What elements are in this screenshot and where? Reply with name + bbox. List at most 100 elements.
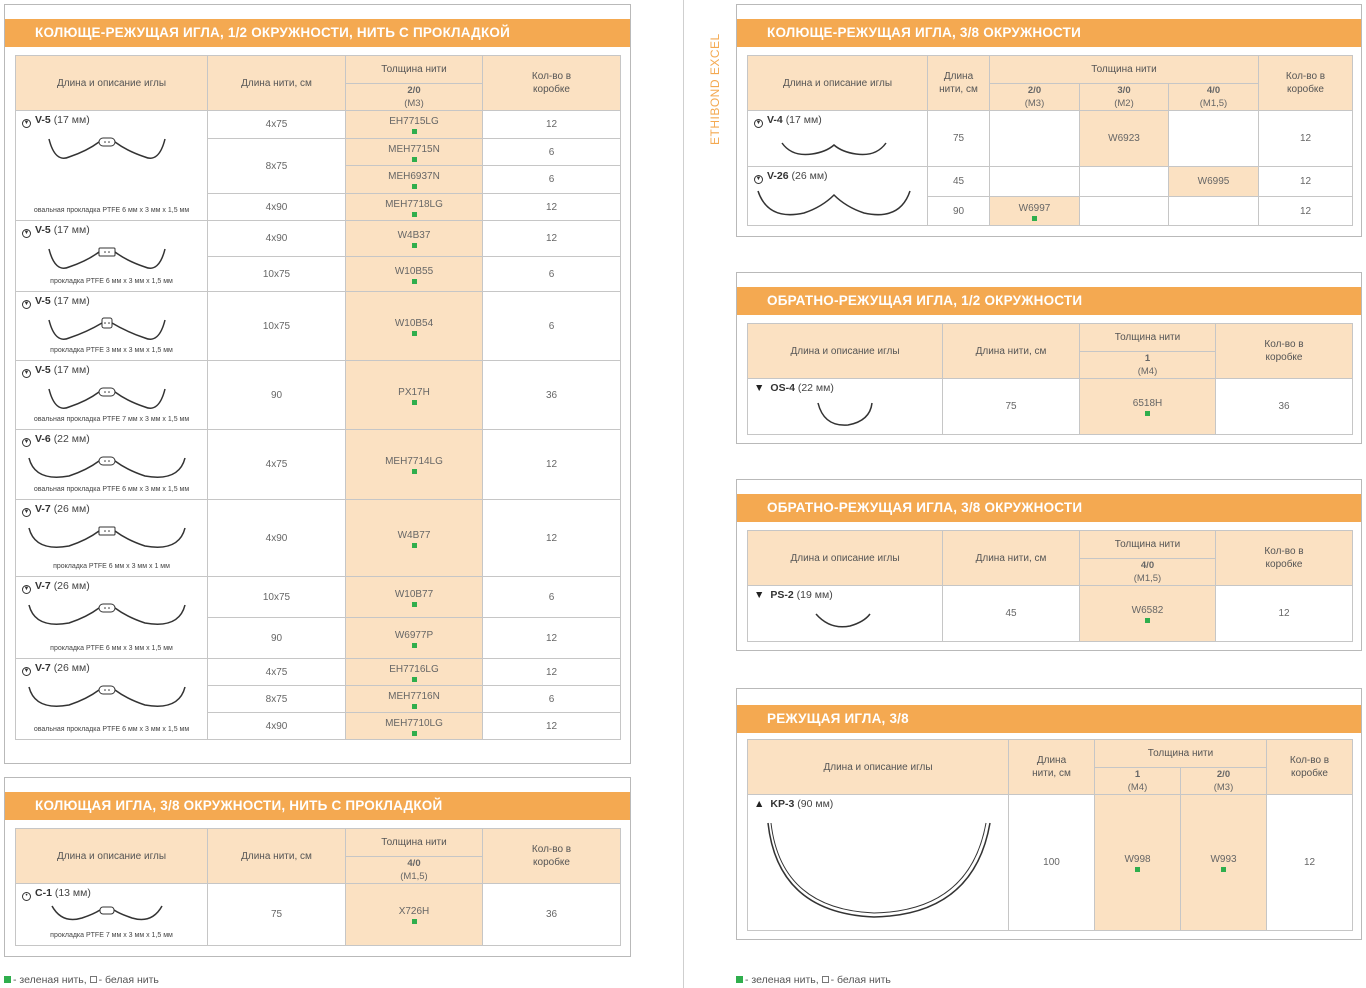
product-code: 6518H bbox=[1132, 398, 1163, 409]
needle-cell: ▼ V-6 (22 мм) овальная прокладка PTFE 6 мм… bbox=[15, 429, 208, 500]
table-row: ▼ V-5 (17 мм) прокладка PTFE 3 мм x 3 мм x… bbox=[15, 291, 621, 361]
triangle-down-icon: ▼ bbox=[754, 589, 765, 601]
needle-name: V-5 bbox=[35, 224, 51, 236]
legend-white-text: - белая нить bbox=[98, 974, 159, 986]
header-qty: Кол-во в коробке bbox=[1258, 55, 1353, 111]
needle-cell-v26: ▼ V-26 (26 мм) bbox=[747, 166, 928, 226]
needle-type-icon: ▼ bbox=[22, 369, 31, 378]
needle-cell: ▼ V-7 (26 мм) овальная прокладка PTFE 6 мм… bbox=[15, 658, 208, 740]
code-cell: W4B37 bbox=[345, 220, 483, 257]
qty-cell: 6 bbox=[482, 685, 621, 713]
metric-label: (М1,5) bbox=[400, 871, 428, 882]
length-cell: 4x90 bbox=[207, 193, 346, 221]
needle-size: (17 мм) bbox=[53, 114, 90, 126]
needle-size: (22 мм) bbox=[797, 382, 834, 394]
green-thread-icon bbox=[411, 278, 417, 284]
size-label: 1 bbox=[1144, 353, 1151, 364]
table-row: ▼ V-6 (22 мм) овальная прокладка PTFE 6 мм… bbox=[15, 429, 621, 500]
product-code: EH7715LG bbox=[389, 116, 439, 127]
length-cell: 75 bbox=[207, 883, 346, 946]
needle-curve-icon bbox=[767, 822, 991, 918]
metric-label: (М2) bbox=[1114, 98, 1134, 109]
section-2-title: КОЛЮЩАЯ ИГЛА, 3/8 ОКРУЖНОСТИ, НИТЬ С ПРО… bbox=[5, 792, 630, 820]
qty-cell: 36 bbox=[1215, 378, 1353, 435]
qty-cell: 12 bbox=[482, 110, 621, 139]
needle-label: овальная прокладка PTFE 7 мм x 3 мм x 1,… bbox=[33, 416, 190, 423]
needle-cell: ▼ V-5 (17 мм) прокладка PTFE 3 мм x 3 мм x… bbox=[15, 291, 208, 361]
code-cell: W998 bbox=[1094, 794, 1181, 931]
code-cell: W993 bbox=[1180, 794, 1267, 931]
metric-label: (М4) bbox=[1137, 366, 1158, 377]
green-thread-icon bbox=[1221, 867, 1226, 872]
header-thickness: Толщина нити bbox=[989, 55, 1259, 84]
code-cell: W10B55 bbox=[345, 256, 483, 292]
section-1-title: КОЛЮЩЕ-РЕЖУЩАЯ ИГЛА, 1/2 ОКРУЖНОСТИ, НИТ… bbox=[5, 19, 630, 47]
table-row: 4x90 MEH7718LG 12 bbox=[16, 193, 621, 221]
code-cell: W10B77 bbox=[345, 576, 483, 618]
section-4-table: Длина и описание иглы Длина нити, см Тол… bbox=[747, 323, 1353, 435]
code-cell: PX17H bbox=[345, 360, 483, 430]
qty-cell: 12 bbox=[482, 712, 621, 740]
needle-type-icon: ▼ bbox=[22, 300, 31, 309]
qty-cell: 6 bbox=[482, 291, 621, 361]
table-row: 4x90 MEH7710LG 12 bbox=[16, 712, 621, 740]
qty-cell: 12 bbox=[1258, 196, 1353, 226]
metric-label: (М1,5) bbox=[1133, 573, 1162, 584]
needle-cell: ▼ V-5 (17 мм) овальная прокладка PTFE 7 мм… bbox=[15, 360, 208, 430]
needle-size: (90 мм) bbox=[797, 798, 834, 810]
needle-curve-icon bbox=[48, 137, 166, 159]
metric-label: (М1,5) bbox=[1199, 98, 1228, 109]
needle-cell: ▼ V-5 (17 мм) прокладка PTFE 6 мм x 3 мм x… bbox=[15, 220, 208, 292]
table-row: ▼ V-5 (17 мм) овальная прокладка PTFE 7 мм… bbox=[15, 360, 621, 430]
legend-left: - зеленая нить, - белая нить bbox=[4, 974, 159, 986]
green-thread-icon bbox=[411, 601, 417, 607]
needle-size: (17 мм) bbox=[53, 364, 90, 376]
length-cell: 10x75 bbox=[207, 291, 346, 361]
code-cell: EH7715LG bbox=[345, 110, 483, 139]
length-cell: 90 bbox=[207, 360, 346, 430]
code-cell: 6518H bbox=[1079, 378, 1216, 435]
product-code: W10B55 bbox=[394, 265, 434, 277]
section-4-panel: ОБРАТНО-РЕЖУЩАЯ ИГЛА, 1/2 ОКРУЖНОСТИ Дли… bbox=[736, 272, 1362, 444]
product-code: MEH6937N bbox=[388, 171, 440, 182]
metric-label: (М3) bbox=[1213, 782, 1234, 793]
qty-cell: 12 bbox=[482, 220, 621, 257]
header-size: 2/0 (М3) bbox=[989, 83, 1080, 111]
code-cell: EH7716LG bbox=[345, 658, 483, 686]
product-code: W6977P bbox=[394, 629, 434, 641]
header-needle: Длина и описание иглы bbox=[15, 828, 208, 884]
needle-type-icon: ▼ bbox=[754, 175, 763, 184]
needle-cell: ▼ V-7 (26 мм) прокладка PTFE 6 мм x 3 мм x… bbox=[15, 499, 208, 577]
green-thread-icon bbox=[411, 156, 417, 162]
qty-cell: 12 bbox=[1266, 794, 1353, 931]
legend-green-text: - зеленая нить, bbox=[13, 974, 87, 986]
needle-curve-icon bbox=[781, 142, 887, 156]
header-size: 3/0 (М2) bbox=[1079, 83, 1169, 111]
header-thickness: Толщина нити bbox=[345, 828, 483, 857]
qty-cell: 12 bbox=[482, 193, 621, 221]
metric-label: (М4) bbox=[1127, 782, 1148, 793]
table-row: 90 W6977P 12 bbox=[16, 617, 621, 659]
product-code: W6923 bbox=[1108, 133, 1140, 144]
length-cell: 8x75 bbox=[207, 685, 346, 713]
green-thread-icon bbox=[1135, 867, 1140, 872]
header-length: Длина нити, см bbox=[942, 530, 1080, 586]
needle-size: (17 мм) bbox=[785, 114, 822, 126]
qty-cell: 12 bbox=[1258, 166, 1353, 197]
qty-cell: 12 bbox=[1215, 585, 1353, 642]
needle-size: (17 мм) bbox=[53, 295, 90, 307]
needle-curve-icon bbox=[28, 603, 186, 625]
needle-cell: ▼ PS-2 (19 мм) bbox=[747, 585, 943, 642]
code-cell: W6582 bbox=[1079, 585, 1216, 642]
size-label: 3/0 bbox=[1117, 85, 1131, 96]
length-cell: 4x75 bbox=[207, 429, 346, 500]
needle-curve-icon bbox=[28, 685, 186, 707]
header-length: Длина нити, см bbox=[927, 55, 990, 111]
header-needle: Длина и описание иглы bbox=[747, 323, 943, 379]
needle-curve-icon bbox=[817, 402, 873, 426]
header-qty: Кол-во в коробке bbox=[482, 55, 621, 111]
needle-type-icon: ▼ bbox=[22, 667, 31, 676]
needle-type-icon: ▼ bbox=[754, 119, 763, 128]
table-row: ▼ V-7 (26 мм) прокладка PTFE 6 мм x 3 мм x… bbox=[15, 576, 621, 659]
green-thread-icon bbox=[1032, 215, 1037, 221]
